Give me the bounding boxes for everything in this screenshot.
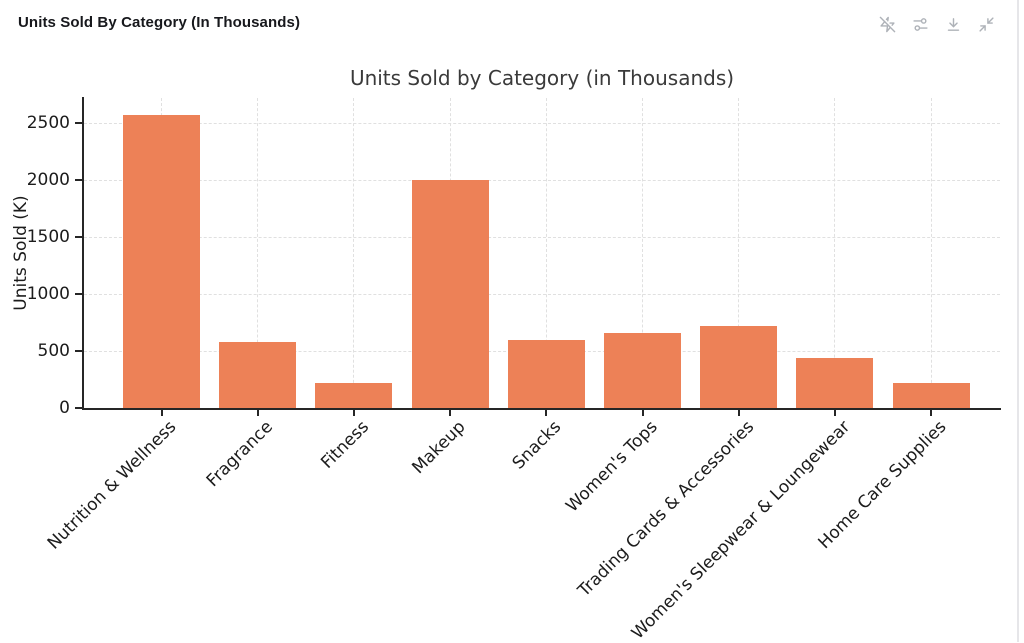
- x-tick-mark: [160, 410, 163, 416]
- bar[interactable]: [892, 383, 970, 408]
- x-tick-label: Fragrance: [202, 417, 277, 492]
- bar[interactable]: [411, 180, 489, 408]
- filters-button[interactable]: [911, 15, 930, 34]
- y-tick-mark: [75, 350, 82, 352]
- x-tick-mark: [737, 410, 740, 416]
- y-tick-mark: [75, 179, 82, 182]
- bar[interactable]: [507, 340, 585, 408]
- x-tick-mark: [352, 410, 355, 416]
- bar-chart-plot-area: 0 500 1000 1500 2000 2500 Nutrition & Wellness…: [27, 98, 1000, 643]
- y-tick-mark: [75, 293, 82, 296]
- bar[interactable]: [796, 357, 874, 408]
- x-tick-mark: [930, 410, 933, 416]
- x-tick-mark: [833, 410, 836, 416]
- x-tick-label: Fitness: [317, 417, 374, 473]
- y-tick-label: 2000: [26, 170, 70, 191]
- y-tick-label: 0: [59, 398, 70, 418]
- gridline-horizontal: [84, 123, 1000, 125]
- y-tick-label: 1500: [26, 227, 70, 248]
- y-tick-mark: [75, 407, 82, 409]
- x-tick-label: Nutrition & Wellness: [44, 417, 181, 554]
- gridline-horizontal: [84, 180, 1000, 182]
- widget-toolbar: [878, 15, 996, 34]
- sliders-icon: [913, 18, 928, 31]
- gridline-horizontal: [84, 237, 1000, 239]
- widget-title: Units Sold By Category (In Thousands): [18, 14, 301, 31]
- x-tick-mark: [449, 410, 452, 416]
- download-button[interactable]: [944, 15, 963, 34]
- y-tick-label: 1000: [26, 284, 70, 305]
- y-tick-mark: [75, 122, 82, 125]
- bar[interactable]: [700, 325, 778, 408]
- bar[interactable]: [315, 382, 393, 408]
- gridline-vertical: [738, 98, 740, 408]
- y-tick-mark: [75, 236, 82, 239]
- x-tick-label: Trading Cards & Accessories: [573, 417, 758, 601]
- y-tick-label: 500: [37, 341, 70, 361]
- x-tick-mark: [641, 410, 644, 416]
- zap-off-button[interactable]: [878, 15, 897, 34]
- chart-title: Units Sold by Category (in Thousands): [349, 66, 735, 90]
- x-axis-spine: [82, 408, 1001, 410]
- gridline-vertical: [257, 98, 259, 408]
- gridline-vertical: [642, 98, 643, 408]
- x-tick-label: Makeup: [408, 417, 470, 479]
- download-icon: [947, 18, 960, 31]
- bar[interactable]: [219, 341, 297, 408]
- minimize-icon: [979, 17, 994, 32]
- gridline-vertical: [930, 98, 932, 408]
- x-tick-label: Women's Tops: [562, 417, 662, 517]
- y-axis-spine: [82, 97, 84, 410]
- x-tick-mark: [256, 410, 259, 416]
- zap-off-icon: [879, 16, 896, 33]
- card-right-border: [1017, 0, 1019, 642]
- x-tick-label: Snacks: [508, 417, 566, 474]
- gridline-vertical: [353, 98, 355, 408]
- gridline-horizontal: [84, 294, 1000, 296]
- x-tick-mark: [545, 410, 548, 416]
- bar[interactable]: [604, 332, 681, 408]
- collapse-button[interactable]: [977, 15, 996, 34]
- y-tick-label: 2500: [26, 113, 70, 134]
- bar[interactable]: [123, 115, 200, 408]
- x-tick-label: Women's Sleepwear & Loungewear: [627, 417, 855, 643]
- gridline-vertical: [834, 98, 836, 408]
- gridline-vertical: [545, 98, 547, 408]
